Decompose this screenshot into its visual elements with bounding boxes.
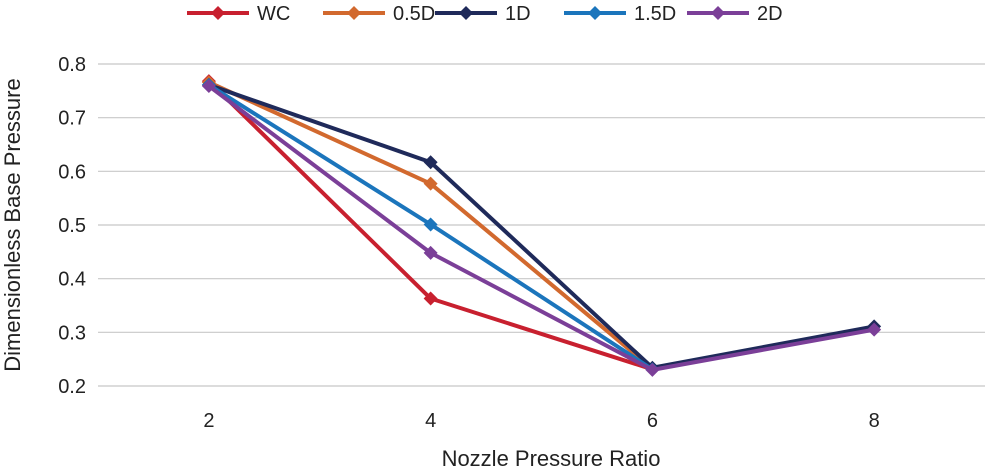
legend-swatch-marker [588, 6, 602, 20]
series-line-1D [208, 83, 875, 370]
y-tick-label-2: 0.4 [58, 269, 86, 291]
x-axis-title: Nozzle Pressure Ratio [442, 446, 661, 471]
series-1D [201, 77, 882, 375]
x-tick-label-0: 2 [203, 410, 214, 432]
legend-label-0.5D: 0.5D [393, 3, 435, 25]
series-1.5D [201, 77, 660, 377]
point-1D-4 [423, 155, 438, 170]
legend-label-2D: 2D [757, 3, 783, 25]
legend-item-WC: WC [187, 3, 290, 25]
point-1.5D-4 [423, 217, 438, 232]
legend-label-1D: 1D [505, 3, 531, 25]
series-line-2D [207, 84, 875, 372]
y-tick-label-1: 0.3 [58, 322, 86, 344]
point-2D-4 [423, 245, 438, 260]
legend-item-1.5D: 1.5D [564, 3, 676, 25]
legend-swatch-marker [211, 6, 225, 20]
series-lines [201, 74, 882, 377]
legend-item-0.5D: 0.5D [323, 3, 435, 25]
x-axis-tick-labels: 2 4 6 8 [203, 410, 879, 432]
x-tick-label-3: 8 [869, 410, 880, 432]
point-2D-2 [201, 79, 216, 94]
legend: WC 0.5D 1D 1.5D 2D [187, 3, 783, 25]
legend-swatch-marker [711, 6, 725, 20]
legend-label-1.5D: 1.5D [634, 3, 676, 25]
x-tick-label-2: 6 [647, 410, 658, 432]
point-2D-6 [645, 362, 660, 377]
y-tick-label-3: 0.5 [58, 215, 86, 237]
series-2D [201, 79, 882, 377]
legend-item-1D: 1D [435, 3, 531, 25]
point-WC-4 [423, 291, 438, 306]
gridlines [98, 63, 985, 387]
legend-swatch-marker [459, 6, 473, 20]
y-tick-label-5: 0.7 [58, 108, 86, 130]
legend-item-2D: 2D [687, 3, 783, 25]
x-tick-label-1: 4 [425, 410, 436, 432]
point-2D-8 [867, 322, 882, 337]
y-tick-label-0: 0.2 [58, 376, 86, 398]
legend-label-WC: WC [257, 3, 290, 25]
y-axis-title: Dimensionless Base Pressure [0, 78, 25, 371]
y-tick-label-6: 0.8 [58, 54, 86, 76]
y-tick-label-4: 0.6 [58, 161, 86, 183]
y-axis-tick-labels: 0.2 0.3 0.4 0.5 0.6 0.7 0.8 [58, 54, 86, 398]
legend-swatch-marker [347, 6, 361, 20]
point-0.5D-4 [423, 176, 438, 191]
